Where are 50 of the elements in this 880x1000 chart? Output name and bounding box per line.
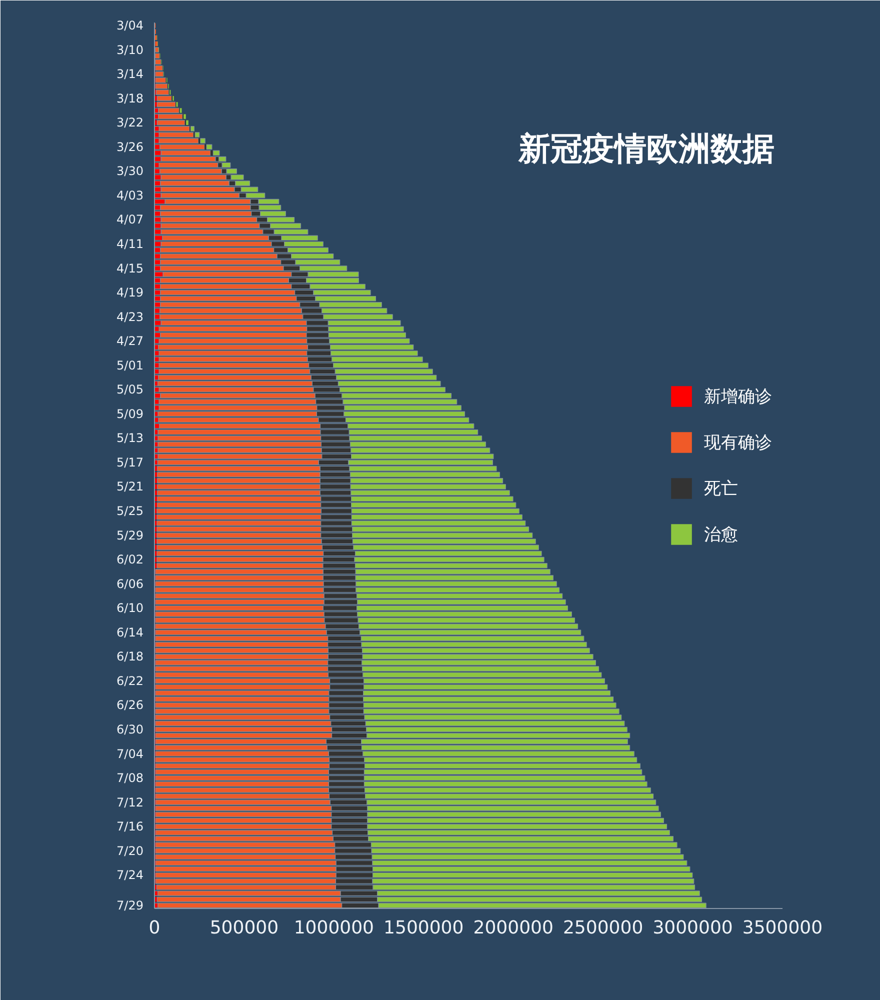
y-tick-label: 5/05 [116, 382, 144, 397]
y-tick-label: 3/30 [116, 164, 144, 178]
y-tick-label: 3/22 [116, 116, 144, 130]
legend-label: 治愈 [704, 524, 738, 546]
x-tick-label: 3000000 [652, 918, 733, 938]
x-tick-label: 2000000 [473, 918, 554, 938]
text: 新冠疫情欧洲数据 [518, 130, 774, 168]
x-tick-label: 3500000 [742, 918, 823, 938]
x-tick-label: 500000 [210, 918, 279, 938]
y-tick-label: 6/10 [116, 601, 144, 616]
y-tick-label: 3/26 [116, 140, 144, 154]
y-tick-label: 3/14 [116, 67, 144, 82]
y-tick-label: 7/16 [116, 820, 144, 834]
y-tick-label: 6/30 [116, 722, 144, 736]
y-tick-label: 7/29 [116, 898, 144, 912]
y-tick-label: 4/07 [116, 212, 144, 227]
y-tick-label: 7/08 [116, 771, 144, 786]
y-tick-label: 3/10 [116, 42, 144, 57]
legend-label: 现有确诊 [704, 432, 772, 454]
y-tick-label: 5/09 [116, 406, 144, 421]
y-tick-label: 5/17 [116, 455, 144, 470]
y-tick-label: 4/11 [116, 237, 144, 251]
y-tick-label: 4/19 [116, 286, 144, 300]
y-tick-label: 6/22 [116, 674, 144, 688]
y-tick-label: 5/25 [116, 504, 144, 518]
x-tick-label: 2500000 [562, 918, 644, 938]
y-tick-label: 5/01 [116, 358, 144, 372]
y-tick-label: 4/15 [116, 261, 144, 276]
y-tick-label: 4/03 [116, 188, 144, 202]
y-tick-label: 6/02 [116, 552, 144, 567]
y-tick-label: 3/18 [116, 91, 144, 106]
x-tick-label: 1000000 [294, 918, 374, 938]
y-tick-label: 6/14 [116, 625, 144, 640]
y-tick-label: 5/21 [116, 480, 144, 494]
y-tick-label: 5/29 [116, 528, 144, 542]
y-tick-label: 4/23 [116, 310, 144, 324]
y-tick-label: 3/04 [116, 18, 144, 33]
x-tick-label: 1500000 [384, 918, 464, 938]
y-tick-label: 7/12 [116, 795, 144, 810]
y-tick-label: 6/26 [116, 698, 144, 712]
legend-label: 新增确诊 [704, 386, 772, 408]
x-tick-label: 0 [148, 918, 160, 938]
y-tick-label: 5/13 [116, 431, 144, 446]
y-tick-label: 4/27 [116, 334, 144, 348]
y-tick-label: 7/20 [116, 844, 144, 858]
y-tick-label: 6/06 [116, 576, 144, 591]
y-tick-label: 6/18 [116, 650, 144, 664]
y-tick-label: 7/04 [116, 746, 144, 761]
y-tick-label: 7/24 [116, 868, 144, 882]
legend-label: 死亡 [704, 478, 738, 500]
